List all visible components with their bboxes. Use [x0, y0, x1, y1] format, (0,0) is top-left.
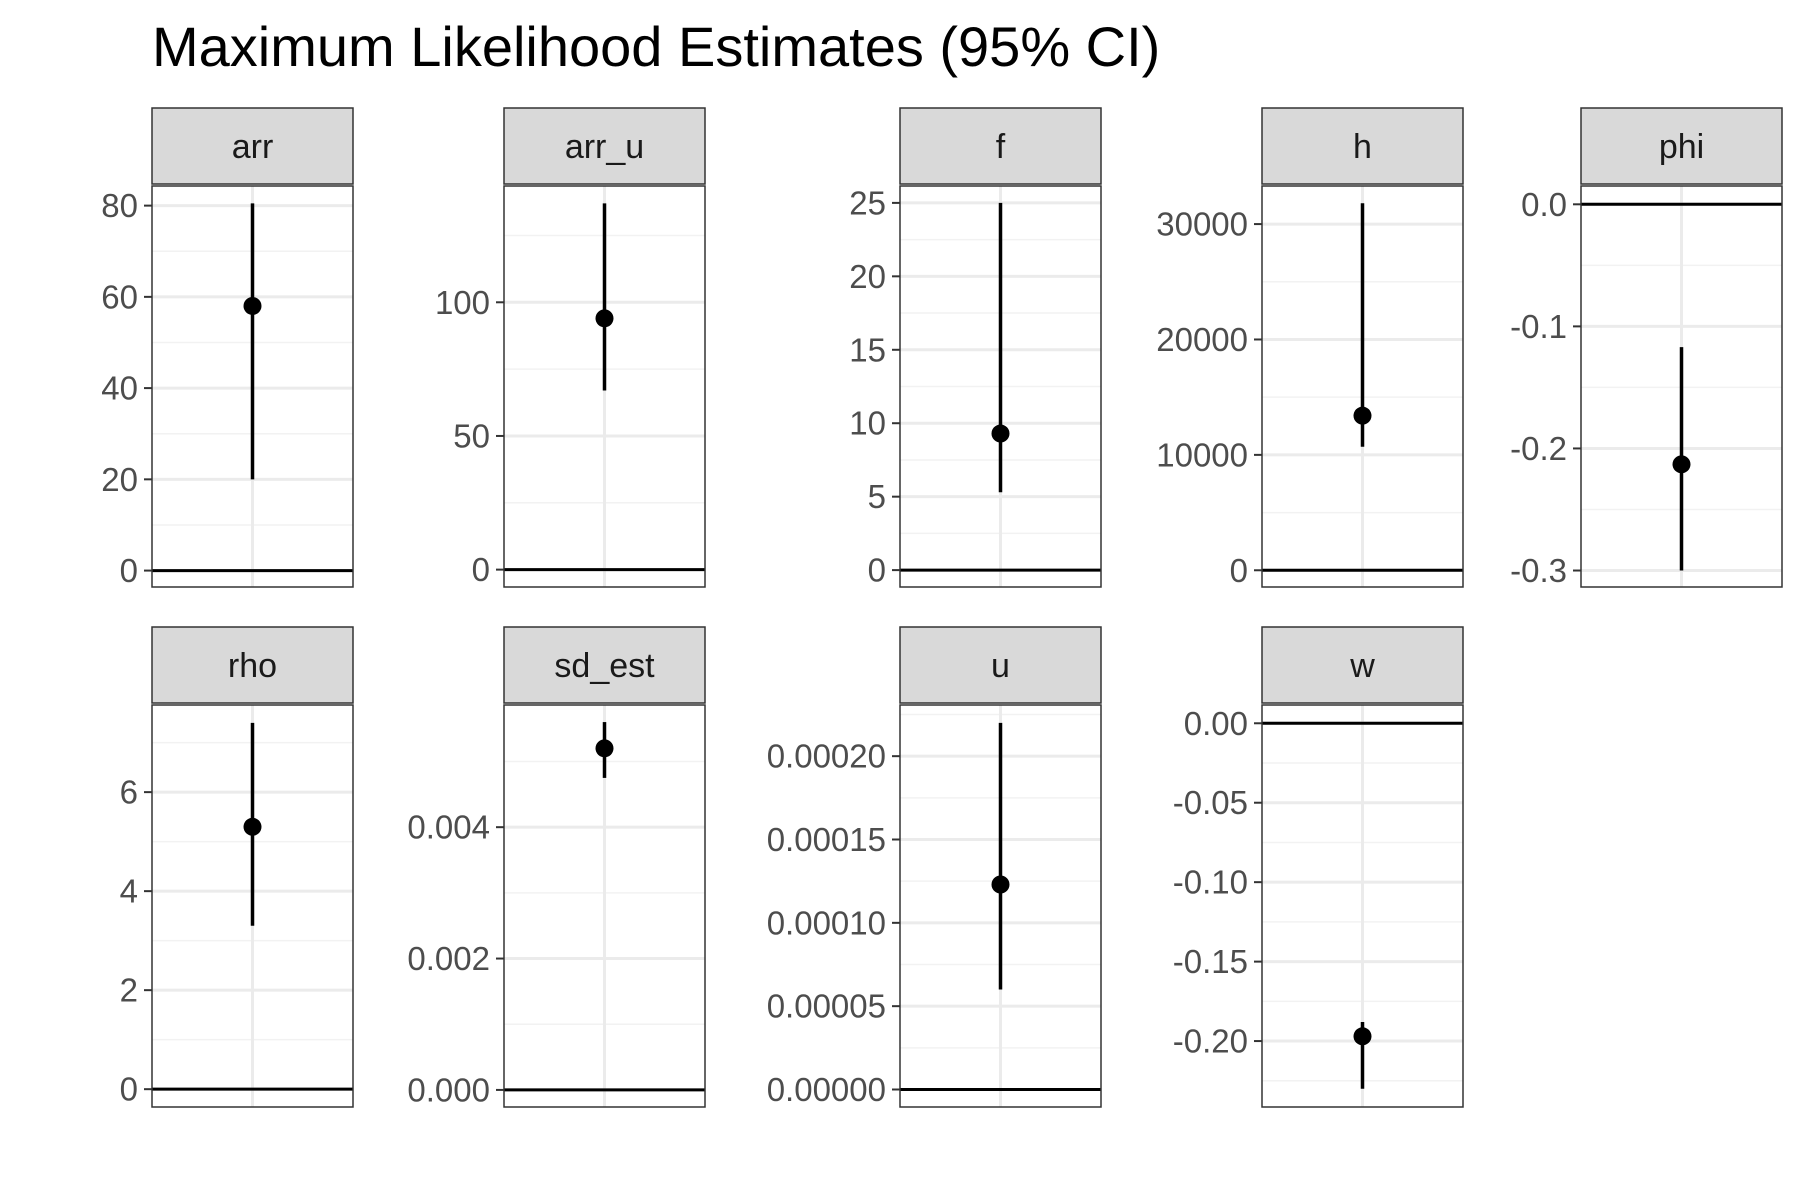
- strip-f: [899, 107, 1102, 185]
- panel-border-sd_est: [503, 704, 706, 1108]
- estimate-point-sd_est: [595, 739, 614, 758]
- panel-f: f 0 5 10 15 20 25: [849, 107, 1102, 589]
- tick-label-arr_u: 100: [435, 284, 490, 321]
- tick-label-u: 0.00015: [767, 821, 886, 858]
- tick-label-h: 10000: [1156, 436, 1248, 473]
- strip-label-w: w: [1349, 647, 1375, 685]
- estimate-point-phi: [1672, 455, 1691, 474]
- panel-border-phi: [1580, 185, 1783, 588]
- panel-border-u: [899, 704, 1102, 1108]
- strip-label-u: u: [991, 647, 1010, 685]
- panel-u: u 0.00000 0.00005 0.00010 0.00015 0.00020: [767, 626, 1102, 1108]
- tick-label-phi: -0.1: [1510, 308, 1567, 345]
- estimate-point-f: [991, 424, 1010, 443]
- strip-label-arr: arr: [232, 128, 274, 166]
- strip-sd_est: [503, 626, 706, 704]
- tick-label-f: 5: [868, 478, 886, 515]
- tick-label-w: -0.20: [1173, 1023, 1248, 1060]
- panel-arr_u: arr_u 0 50 100: [435, 107, 706, 588]
- tick-label-sd_est: 0.002: [407, 940, 490, 977]
- tick-label-phi: 0.0: [1521, 186, 1567, 223]
- estimate-point-rho: [243, 817, 262, 836]
- tick-label-f: 0: [868, 552, 886, 589]
- tick-label-rho: 4: [120, 873, 138, 910]
- tick-label-f: 15: [849, 331, 886, 368]
- estimate-point-w: [1353, 1027, 1372, 1046]
- strip-phi: [1580, 107, 1783, 185]
- tick-label-rho: 0: [120, 1071, 138, 1108]
- tick-label-f: 20: [849, 258, 886, 295]
- chart-title: Maximum Likelihood Estimates (95% CI): [152, 15, 1161, 78]
- strip-u: [899, 626, 1102, 704]
- panel-border-w: [1261, 704, 1464, 1108]
- strip-label-rho: rho: [228, 647, 277, 685]
- panel-border-rho: [151, 704, 354, 1108]
- panel-phi: phi -0.3 -0.2 -0.1 0.0: [1510, 107, 1783, 589]
- tick-label-h: 30000: [1156, 206, 1248, 243]
- strip-arr_u: [503, 107, 706, 185]
- strip-rho: [151, 626, 354, 704]
- tick-label-h: 20000: [1156, 321, 1248, 358]
- panel-border-h: [1261, 185, 1464, 588]
- strip-label-sd_est: sd_est: [554, 647, 655, 685]
- panel-sd_est: sd_est 0.000 0.002 0.004: [407, 626, 706, 1108]
- tick-label-arr: 0: [120, 552, 138, 589]
- tick-label-sd_est: 0.000: [407, 1071, 490, 1108]
- tick-label-w: -0.15: [1173, 943, 1248, 980]
- tick-label-arr: 60: [101, 278, 138, 315]
- tick-label-arr: 40: [101, 370, 138, 407]
- panel-border-arr: [151, 185, 354, 588]
- panel-w: w -0.20 -0.15 -0.10 -0.05 0.00: [1173, 626, 1464, 1108]
- tick-label-phi: -0.3: [1510, 552, 1567, 589]
- tick-label-rho: 2: [120, 972, 138, 1009]
- tick-label-f: 25: [849, 184, 886, 221]
- tick-label-rho: 6: [120, 774, 138, 811]
- estimate-point-h: [1353, 406, 1372, 425]
- panel-rho: rho 0 2 4 6: [120, 626, 354, 1108]
- strip-w: [1261, 626, 1464, 704]
- strip-h: [1261, 107, 1464, 185]
- tick-label-u: 0.00010: [767, 904, 886, 941]
- panel-h: h 0 10000 20000 30000: [1156, 107, 1464, 589]
- strip-arr: [151, 107, 354, 185]
- panel-border-arr_u: [503, 185, 706, 588]
- tick-label-w: 0.00: [1184, 705, 1248, 742]
- tick-label-arr: 20: [101, 461, 138, 498]
- tick-label-phi: -0.2: [1510, 430, 1567, 467]
- tick-label-u: 0.00005: [767, 988, 886, 1025]
- tick-label-sd_est: 0.004: [407, 809, 490, 846]
- tick-label-f: 10: [849, 405, 886, 442]
- estimate-point-u: [991, 875, 1010, 894]
- strip-label-arr_u: arr_u: [565, 128, 644, 166]
- panel-arr: arr 0 20 40 60 80: [101, 107, 354, 589]
- panel-border-f: [899, 185, 1102, 588]
- estimate-point-arr: [243, 296, 262, 315]
- estimate-point-arr_u: [595, 309, 614, 328]
- tick-label-arr: 80: [101, 187, 138, 224]
- strip-label-h: h: [1353, 128, 1372, 166]
- tick-label-h: 0: [1230, 552, 1248, 589]
- tick-label-arr_u: 0: [472, 551, 490, 588]
- strip-label-f: f: [996, 128, 1006, 166]
- tick-label-w: -0.05: [1173, 784, 1248, 821]
- tick-label-w: -0.10: [1173, 864, 1248, 901]
- tick-label-u: 0.00020: [767, 738, 886, 775]
- tick-label-arr_u: 50: [453, 417, 490, 454]
- tick-label-u: 0.00000: [767, 1071, 886, 1108]
- strip-label-phi: phi: [1659, 128, 1704, 166]
